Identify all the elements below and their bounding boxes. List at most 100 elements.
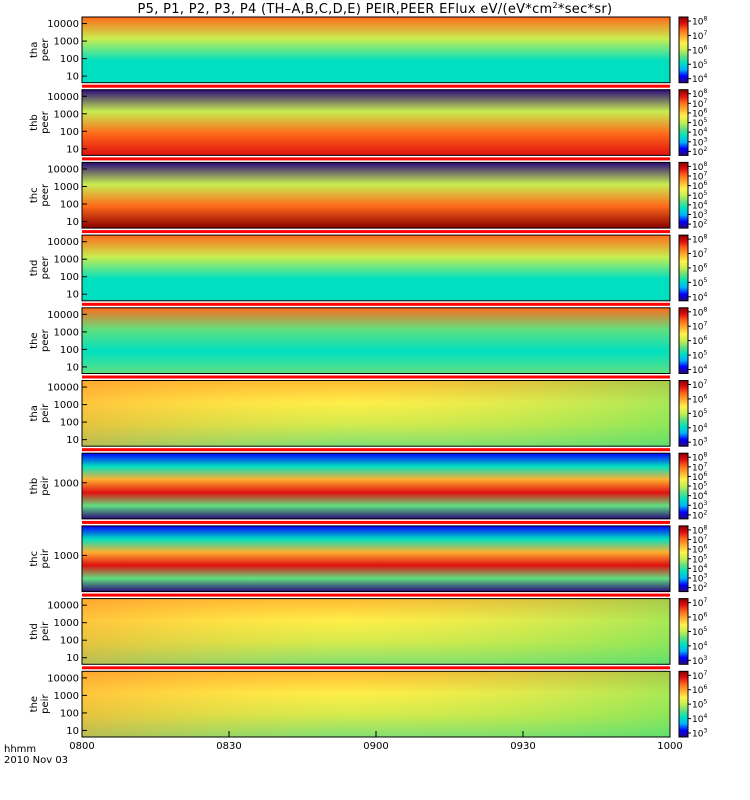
colorbar-tick-label: 105 xyxy=(692,408,707,420)
panel-probe-label: tha xyxy=(29,405,40,421)
y-tick-label: 1000 xyxy=(54,109,79,120)
panel-probe-label: thb xyxy=(29,114,40,131)
colorbar-tick-label: 106 xyxy=(692,262,707,274)
panel-thb-peer: 10000 1000 100 10 thb peer 1081071061051041031… xyxy=(29,88,707,161)
colorbar-tick-label: 105 xyxy=(692,59,707,71)
x-tick-label: 0930 xyxy=(510,741,535,752)
panel-species-label: peir xyxy=(40,694,51,714)
panel-species-label: peer xyxy=(40,38,51,62)
y-tick-label: 10 xyxy=(66,290,79,301)
colorbar-tick-label: 102 xyxy=(692,509,707,521)
y-tick-label: 100 xyxy=(60,127,79,138)
panel-separator xyxy=(82,375,670,379)
y-tick-label: 100 xyxy=(60,345,79,356)
y-tick-label: 1000 xyxy=(54,478,79,489)
spectrogram-time-variation xyxy=(82,598,670,665)
panel-separator xyxy=(82,520,670,524)
spectrogram-time-variation xyxy=(82,380,670,447)
colorbar-tick-label: 104 xyxy=(692,127,707,139)
colorbar xyxy=(678,161,689,229)
y-tick-label: 100 xyxy=(60,418,79,429)
x-tick-label: 0900 xyxy=(363,741,388,752)
colorbar-tick-label: 105 xyxy=(692,277,707,289)
colorbar-tick-label: 106 xyxy=(692,107,707,119)
x-axis: 0800 0830 0900 0930 1000 xyxy=(69,731,683,752)
spectrogram-image xyxy=(82,307,670,374)
colorbar xyxy=(678,16,689,84)
y-tick-label: 100 xyxy=(60,636,79,647)
colorbar-tick-label: 103 xyxy=(692,728,707,740)
colorbar-tick-label: 104 xyxy=(692,640,707,652)
colorbar-tick-label: 104 xyxy=(692,563,707,575)
colorbar-tick-label: 105 xyxy=(692,190,707,202)
panel-tha-peer: 10000 1000 100 10 tha peer 108 107 106 105 104 xyxy=(29,16,707,88)
colorbar xyxy=(678,89,689,156)
y-tick-label: 10000 xyxy=(47,92,79,103)
y-tick-label: 10000 xyxy=(47,164,79,175)
panel-probe-label: thb xyxy=(29,478,40,495)
y-tick-label: 10 xyxy=(66,653,79,664)
panel-thd-peir: 10000 1000 100 10 thd peir 107 106 105 104 103 xyxy=(29,597,707,670)
colorbar-tick-label: 104 xyxy=(692,422,707,434)
y-tick-label: 10 xyxy=(66,144,79,155)
panel-probe-label: thc xyxy=(29,551,40,567)
panel-frame xyxy=(81,525,671,593)
y-tick-label: 10000 xyxy=(47,310,79,321)
colorbar-tick-label: 107 xyxy=(692,98,707,110)
colorbar-tick-label: 103 xyxy=(692,209,707,221)
panel-frame xyxy=(81,89,671,156)
panel-tha-peir: 10000 1000 100 10 tha peir 107 106 105 104 103 xyxy=(29,379,707,452)
panel-species-label: peer xyxy=(40,256,51,280)
spectrogram-image xyxy=(82,17,670,83)
y-tick-label: 100 xyxy=(60,708,79,719)
colorbar-tick-label: 108 xyxy=(692,16,707,28)
panel-frame xyxy=(81,380,671,447)
panel-species-label: peir xyxy=(40,621,51,641)
spectrogram-time-variation xyxy=(82,671,670,737)
y-tick-label: 100 xyxy=(60,272,79,283)
colorbar-tick-label: 107 xyxy=(692,171,707,183)
panel-species-label: peer xyxy=(40,328,51,352)
panel-thc-peer: 10000 1000 100 10 thc peer 1081071061051041031… xyxy=(29,161,707,234)
y-tick-label: 10 xyxy=(66,435,79,446)
colorbar xyxy=(678,452,689,520)
colorbar xyxy=(678,380,689,447)
spectrogram-image xyxy=(82,525,670,592)
colorbar-tick-label: 104 xyxy=(692,73,707,85)
colorbar-tick-label: 102 xyxy=(692,146,707,158)
y-tick-label: 10 xyxy=(66,362,79,373)
y-tick-label: 10 xyxy=(66,217,79,228)
colorbar-tick-label: 106 xyxy=(692,44,707,56)
colorbar-tick-label: 104 xyxy=(692,364,707,376)
colorbar-tick-label: 103 xyxy=(692,437,707,449)
colorbar-tick-label: 103 xyxy=(692,136,707,148)
panel-separator xyxy=(82,157,670,161)
spectrogram-image xyxy=(82,453,670,519)
y-tick-label: 1000 xyxy=(54,400,79,411)
colorbar-tick-label: 106 xyxy=(692,180,707,192)
colorbar-tick-label: 103 xyxy=(692,655,707,667)
panel-frame xyxy=(81,307,671,374)
panel-probe-label: tha xyxy=(29,42,40,58)
panel-separator xyxy=(82,448,670,452)
colorbar-tick-label: 107 xyxy=(692,30,707,42)
date-label: 2010 Nov 03 xyxy=(4,755,69,766)
colorbar-tick-label: 106 xyxy=(692,612,707,624)
colorbar-tick-label: 108 xyxy=(692,234,707,246)
colorbar-tick-label: 102 xyxy=(692,582,707,594)
colorbar xyxy=(678,307,689,374)
panel-frame xyxy=(81,598,671,665)
y-tick-label: 1000 xyxy=(54,255,79,266)
panel-separator xyxy=(82,593,670,597)
panel-probe-label: thd xyxy=(29,260,40,277)
colorbar-tick-label: 107 xyxy=(692,248,707,260)
x-tick-label: 0830 xyxy=(216,741,241,752)
panel-frame xyxy=(81,452,671,520)
colorbar-tick-label: 104 xyxy=(692,490,707,502)
colorbar-tick-label: 106 xyxy=(692,544,707,556)
panel-species-label: peer xyxy=(40,110,51,134)
